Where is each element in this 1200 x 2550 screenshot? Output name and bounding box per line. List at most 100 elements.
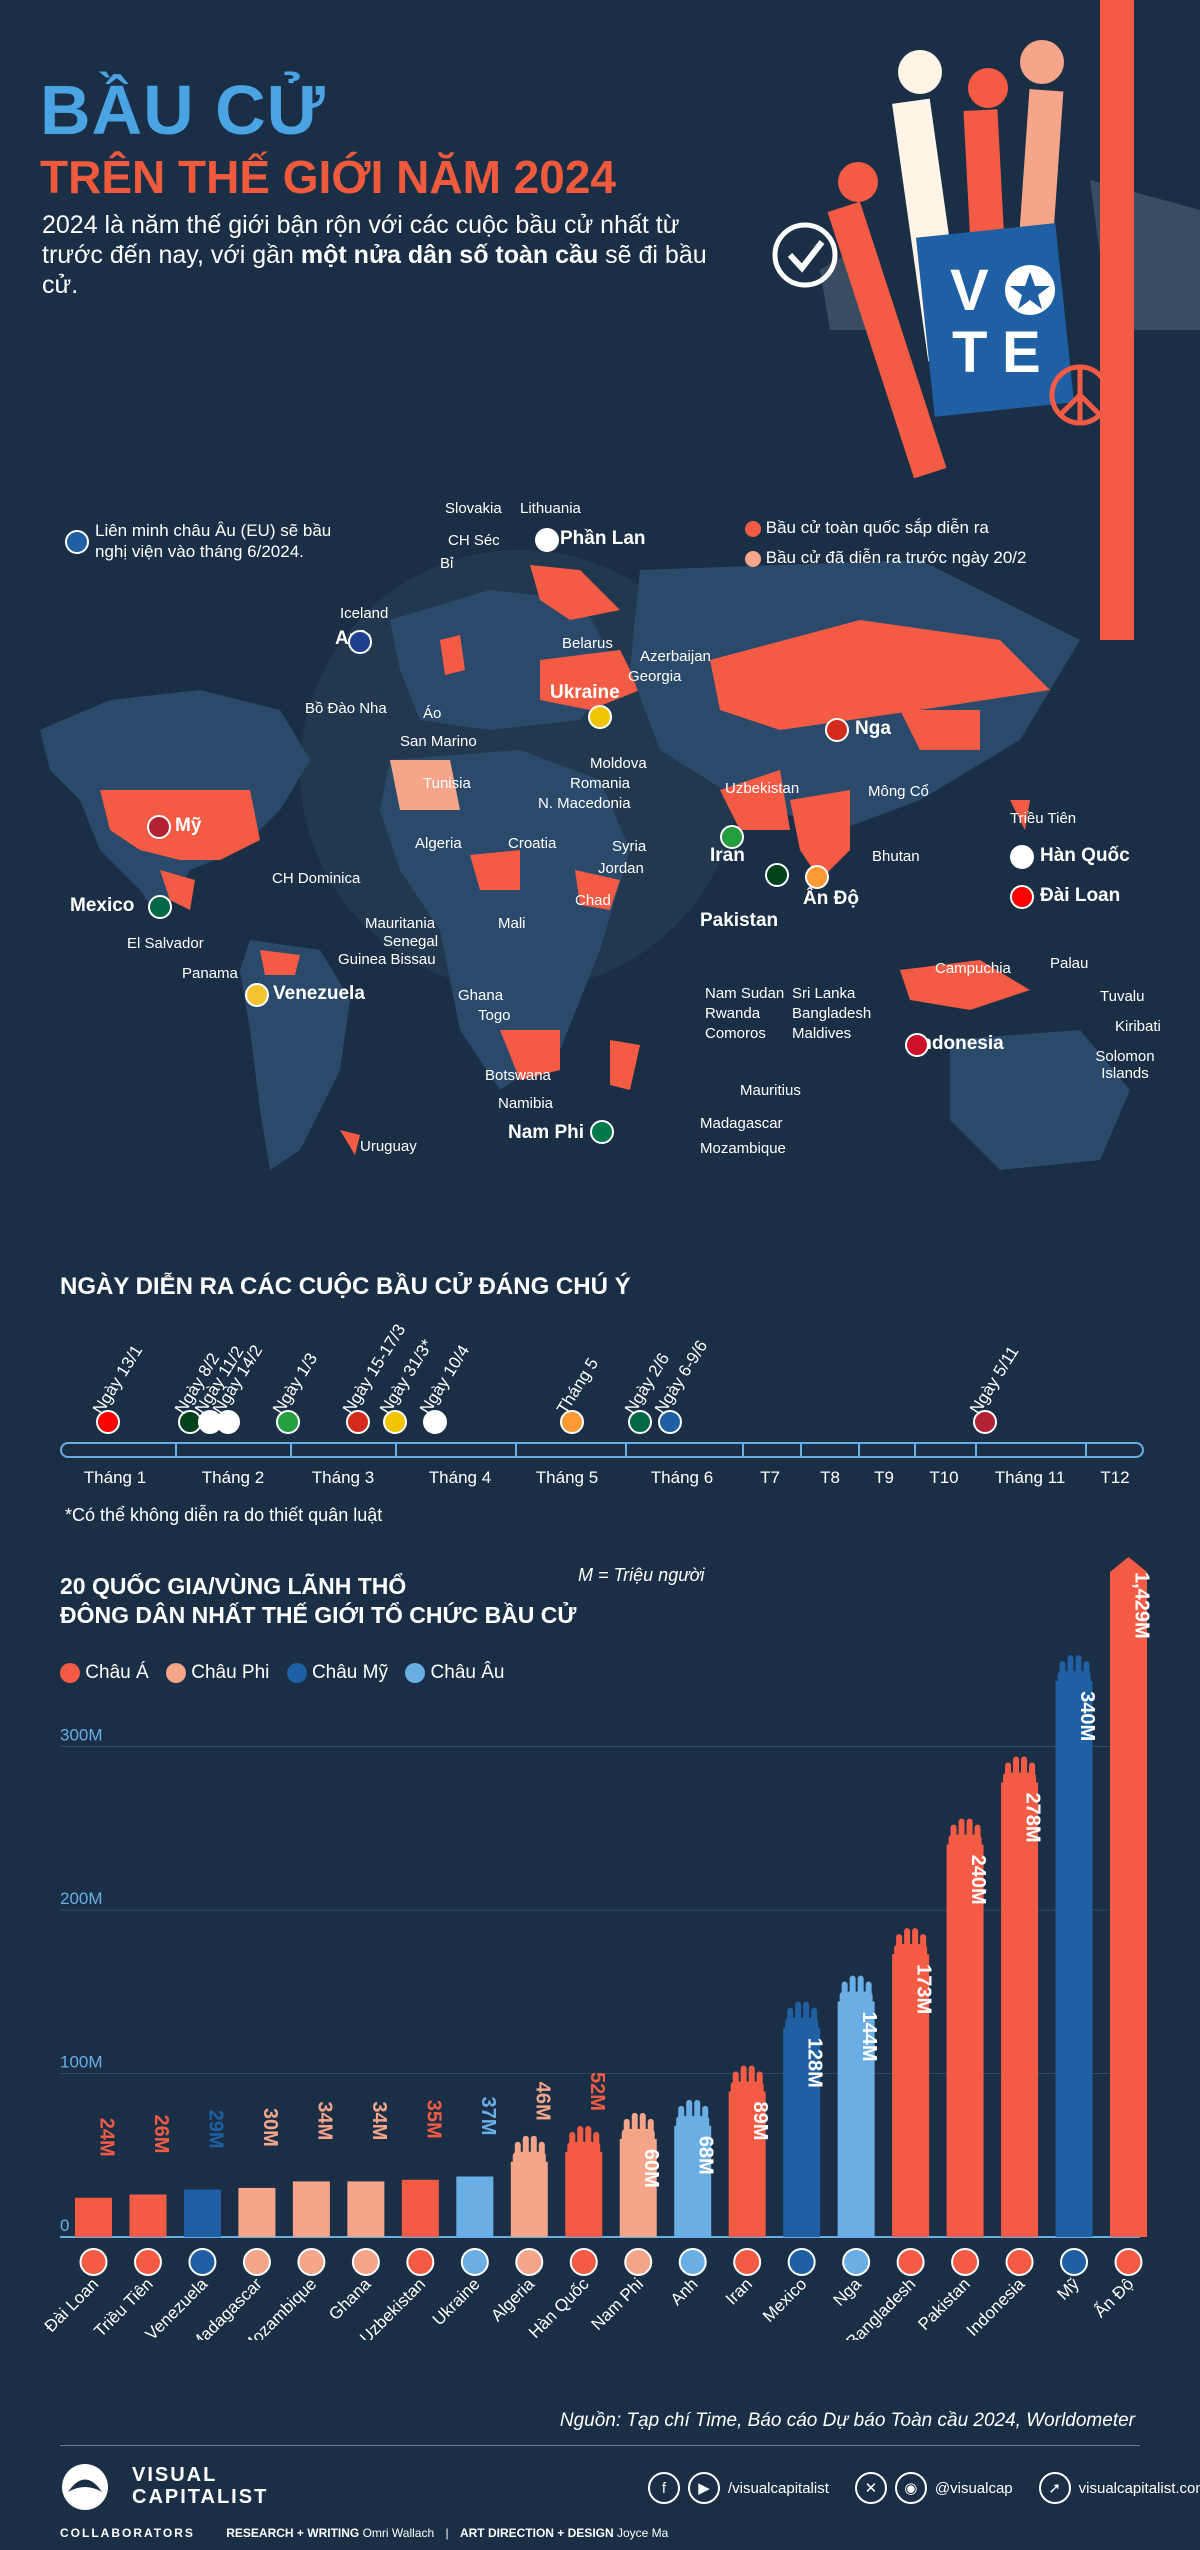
chart-legend: Châu Á Châu Phi Châu Mỹ Châu Âu	[60, 1662, 505, 1684]
month-label: Tháng 4	[428, 1468, 492, 1487]
hand-icon	[694, 2099, 701, 2120]
legend-europe: Châu Âu	[430, 1662, 505, 1683]
svg-text:V: V	[950, 258, 989, 323]
hand-icon	[740, 2065, 747, 2086]
label-bangladesh: Bangladesh	[792, 1005, 872, 1022]
hand-icon	[912, 1928, 919, 1949]
label-venezuela: Venezuela	[273, 983, 365, 1004]
month-divider	[742, 1444, 744, 1458]
month-label: Tháng 1	[83, 1468, 147, 1487]
legend-upcoming: Bầu cử toàn quốc sắp diễn ra	[745, 518, 1026, 538]
label-comoros: Comoros	[705, 1025, 766, 1042]
country-flag-icon	[460, 2248, 489, 2276]
collaborators-label: COLLABORATORS	[60, 2526, 195, 2540]
bar	[728, 2091, 766, 2237]
intro-text: 2024 là năm thế giới bận rộn với các cuộ…	[42, 211, 707, 299]
label-mauritius: Mauritius	[740, 1082, 801, 1099]
label-palau: Palau	[1050, 955, 1089, 972]
timeline-bar	[60, 1442, 1144, 1458]
hand-icon	[904, 1928, 911, 1949]
svg-text:E: E	[1002, 320, 1041, 385]
bar-value-label: 52M	[586, 2072, 608, 2111]
label-n-macedonia: N. Macedonia	[538, 795, 631, 812]
facebook-icon[interactable]: f	[648, 2472, 680, 2504]
source-text: Nguồn: Tạp chí Time, Báo cáo Dự báo Toàn…	[559, 2410, 1135, 2431]
label-tuvalu: Tuvalu	[1100, 988, 1145, 1005]
event-flag-icon	[216, 1410, 240, 1434]
country-flag-icon	[515, 2248, 544, 2276]
category-label: Algeria	[487, 2274, 538, 2325]
bar	[292, 2181, 330, 2237]
brand-name: VISUAL CAPITALIST	[132, 2464, 269, 2508]
uk-flag-icon	[348, 630, 372, 654]
label-san-marino: San Marino	[400, 733, 477, 750]
bar	[238, 2187, 276, 2237]
hand-icon	[958, 1818, 965, 1839]
hand-icon	[748, 2065, 755, 2086]
venezuela-flag-icon	[245, 983, 269, 1007]
label-ao: Áo	[423, 705, 442, 722]
label-georgia: Georgia	[628, 668, 682, 685]
label-croatia: Croatia	[508, 835, 557, 852]
label-mong-co: Mông Cổ	[868, 783, 929, 800]
chart-title: 20 QUỐC GIA/VÙNG LÃNH THỔ ĐÔNG DÂN NHẤT …	[60, 1573, 577, 1628]
label-maldives: Maldives	[792, 1025, 852, 1042]
brand-logo[interactable]: VISUAL CAPITALIST	[60, 2462, 266, 2517]
timeline-title: NGÀY DIỄN RA CÁC CUỘC BẦU CỬ ĐÁNG CHÚ Ý	[60, 1273, 631, 1300]
hand-icon	[577, 2125, 584, 2146]
label-bi: Bỉ	[440, 555, 454, 572]
website-link[interactable]: visualcapitalist.com	[1078, 2479, 1200, 2497]
label-trieu-tien: Triều Tiên	[1010, 810, 1077, 827]
label-iran: Iran	[710, 845, 745, 866]
bar	[674, 2125, 712, 2237]
instagram-icon[interactable]: ◉	[894, 2472, 927, 2504]
label-mauritania: Mauritania	[365, 915, 436, 932]
category-label: Indonesia	[963, 2274, 1029, 2340]
label-my: Mỹ	[175, 815, 202, 836]
legend-america-dot	[286, 1662, 307, 1683]
label-solomon: Solomon Islands	[1095, 1048, 1155, 1082]
cursor-icon[interactable]: ➚	[1038, 2472, 1071, 2504]
world-map: Liên minh châu Âu (EU) sẽ bầu nghị viện …	[20, 470, 1200, 1230]
month-divider	[914, 1444, 916, 1458]
label-an-do: Ấn Độ	[803, 888, 859, 909]
label-rwanda: Rwanda	[705, 1005, 761, 1022]
youtube-icon[interactable]: ▶	[688, 2472, 720, 2504]
label-iceland: Iceland	[340, 605, 389, 622]
month-divider	[175, 1444, 177, 1458]
bar-value-label: 128M	[804, 2038, 826, 2088]
label-bo-dao-nha: Bồ Đào Nha	[305, 700, 387, 717]
ukraine-flag-icon	[588, 705, 612, 729]
event-flag-icon	[658, 1410, 682, 1434]
bar-value-label: 240M	[967, 1855, 989, 1905]
bar	[510, 2161, 548, 2237]
label-nga: Nga	[855, 718, 891, 739]
country-flag-icon	[351, 2248, 380, 2276]
country-flag-icon	[242, 2248, 271, 2276]
label-ukraine: Ukraine	[550, 682, 620, 703]
social-handle-1[interactable]: /visualcapitalist	[728, 2479, 829, 2497]
social-handle-2[interactable]: @visualcap	[934, 2479, 1013, 2497]
label-jordan: Jordan	[598, 860, 644, 877]
country-flag-icon	[787, 2248, 816, 2276]
bar-value-label: 37M	[477, 2097, 499, 2136]
label-indonesia: Indonesia	[915, 1033, 1004, 1054]
credits: COLLABORATORS RESEARCH + WRITING Omri Wa…	[60, 2526, 669, 2540]
svg-text:T: T	[952, 320, 987, 385]
label-dai-loan: Đài Loan	[1040, 885, 1121, 906]
y-tick-label: 300M	[60, 1726, 103, 1745]
label-sri-lanka: Sri Lanka	[792, 985, 856, 1002]
month-divider	[800, 1444, 802, 1458]
bar	[1055, 1681, 1093, 2237]
month-divider	[625, 1444, 627, 1458]
label-mozambique: Mozambique	[700, 1140, 786, 1157]
month-label: T12	[1100, 1468, 1130, 1487]
bar-value-label: 30M	[259, 2108, 281, 2147]
russia-flag-icon	[825, 718, 849, 742]
bar	[1001, 1782, 1039, 2237]
bar	[183, 2189, 221, 2237]
bar	[946, 1844, 984, 2237]
research-label: RESEARCH + WRITING	[226, 2526, 360, 2540]
bar-value-label: 173M	[913, 1964, 935, 2014]
x-icon[interactable]: ✕	[854, 2472, 887, 2504]
